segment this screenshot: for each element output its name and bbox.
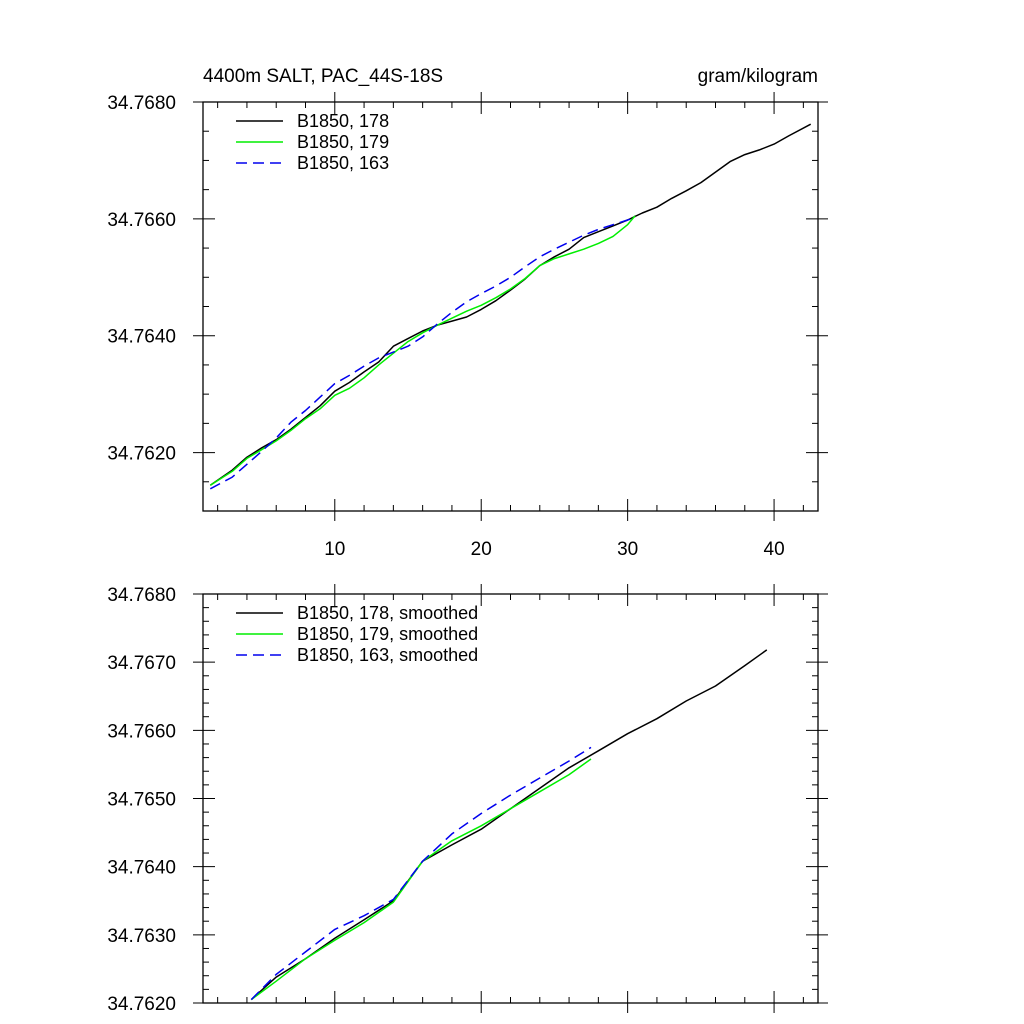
y-tick-label: 34.7680	[107, 585, 176, 606]
y-tick-label: 34.7660	[107, 721, 176, 742]
series-line-2	[209, 215, 636, 486]
series-line-1	[250, 649, 768, 1001]
plot-frame-bottom	[202, 593, 819, 1004]
series-group-top	[209, 123, 812, 490]
y-tick-label: 34.7630	[107, 926, 176, 947]
panel-bottom: 34.7620 34.7630 34.7640 34.7650 34.7660 34.76…	[107, 584, 828, 1015]
axis-ticks-bottom: 34.7620 34.7630 34.7640 34.7650 34.7660 34.76…	[107, 584, 828, 1015]
y-tick-label: 34.7620	[107, 444, 176, 465]
chart-title: 4400m SALT, PAC_44S-18S	[203, 66, 443, 87]
x-tick-label: 40	[764, 539, 785, 560]
legend-label-1: B1850, 178	[297, 111, 389, 131]
legend-label-2: B1850, 179, smoothed	[297, 624, 478, 644]
series-line-1	[209, 123, 812, 486]
y-tick-label: 34.7650	[107, 790, 176, 811]
x-tick-label: 30	[617, 539, 638, 560]
x-tick-label: 20	[471, 539, 492, 560]
y-tick-label: 34.7670	[107, 653, 176, 674]
panel-top: 4400m SALT, PAC_44S-18S gram/kilogram 10…	[107, 66, 828, 560]
series-line-3	[209, 216, 636, 490]
y-tick-label: 34.7640	[107, 327, 176, 348]
legend-label-2: B1850, 179	[297, 132, 389, 152]
series-group-bottom	[250, 649, 768, 1001]
y-tick-label: 34.7660	[107, 210, 176, 231]
y-tick-label: 34.7680	[107, 93, 176, 114]
units-label: gram/kilogram	[698, 66, 818, 87]
series-line-3	[250, 746, 592, 1001]
legend-label-3: B1850, 163, smoothed	[297, 645, 478, 665]
x-tick-label: 10	[324, 539, 345, 560]
legend-label-1: B1850, 178, smoothed	[297, 603, 478, 623]
series-line-2	[250, 758, 592, 1001]
y-tick-label: 34.7640	[107, 858, 176, 879]
legend-label-3: B1850, 163	[297, 153, 389, 173]
plot-frame-top	[202, 101, 819, 512]
axis-ticks-top: 10 20 30 40 34.7620 34.7640 34.7660 34.7680	[107, 92, 828, 560]
y-tick-label: 34.7620	[107, 994, 176, 1015]
